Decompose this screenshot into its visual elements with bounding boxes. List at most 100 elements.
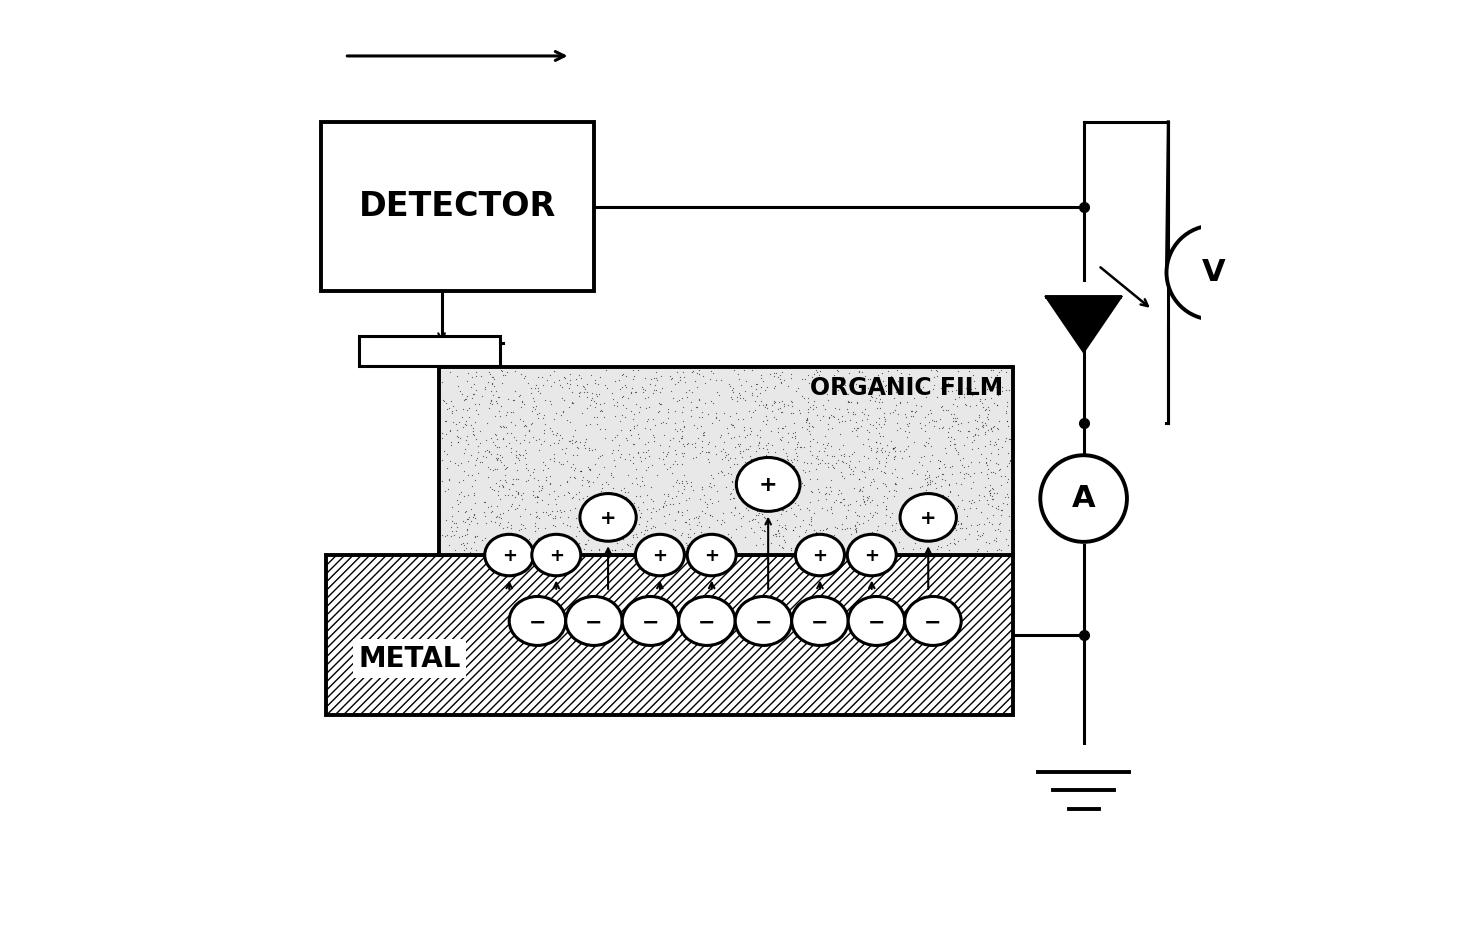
Point <box>814 456 837 471</box>
Point <box>609 483 633 498</box>
Point <box>532 423 555 438</box>
Text: +: + <box>653 547 668 565</box>
Point <box>633 526 656 542</box>
Point <box>577 441 600 456</box>
Point <box>799 433 823 448</box>
Point <box>983 465 1007 480</box>
Point <box>849 497 872 512</box>
Point <box>532 463 555 478</box>
Point <box>430 452 453 467</box>
Point <box>454 391 478 407</box>
Point <box>735 469 758 484</box>
Point <box>463 507 487 522</box>
Point <box>837 503 861 518</box>
Point <box>593 422 617 437</box>
Point <box>548 372 571 388</box>
Point <box>858 505 881 521</box>
Point <box>710 513 733 528</box>
Point <box>687 514 710 529</box>
Point <box>628 509 652 524</box>
Point <box>928 512 951 527</box>
Point <box>995 474 1018 489</box>
Point <box>806 542 830 558</box>
Point <box>545 504 568 519</box>
Point <box>896 429 919 445</box>
Point <box>697 454 720 469</box>
Point <box>820 458 843 473</box>
Point <box>820 502 843 517</box>
Point <box>571 478 595 493</box>
Point <box>593 514 617 529</box>
Point <box>497 525 520 541</box>
Point <box>487 450 510 465</box>
Point <box>605 492 628 507</box>
Point <box>666 504 690 520</box>
Point <box>979 433 1002 448</box>
Point <box>858 461 881 476</box>
Point <box>755 517 779 532</box>
Point <box>852 480 875 495</box>
Point <box>869 420 893 435</box>
Point <box>526 384 549 399</box>
Point <box>707 466 730 481</box>
Point <box>872 406 896 421</box>
Point <box>675 502 698 517</box>
Point <box>875 450 899 465</box>
Point <box>929 411 953 427</box>
Point <box>485 395 508 410</box>
Point <box>555 474 579 489</box>
Point <box>922 414 945 429</box>
Point <box>453 537 476 552</box>
Point <box>665 393 688 408</box>
Point <box>896 416 919 431</box>
Point <box>485 452 508 467</box>
Point <box>671 430 694 446</box>
Point <box>511 413 535 428</box>
Point <box>884 484 907 499</box>
Point <box>447 529 470 544</box>
Point <box>748 485 771 501</box>
Point <box>478 366 501 381</box>
Point <box>542 532 565 547</box>
Point <box>497 391 520 407</box>
Point <box>806 481 830 496</box>
Point <box>611 367 634 382</box>
Point <box>504 384 527 399</box>
Point <box>438 423 462 438</box>
Point <box>478 479 501 494</box>
Point <box>767 525 790 541</box>
Point <box>988 387 1011 402</box>
Point <box>768 404 792 419</box>
Point <box>939 407 963 422</box>
Point <box>636 538 659 553</box>
Point <box>767 499 790 514</box>
Point <box>806 451 830 466</box>
Point <box>837 448 861 464</box>
Point <box>527 380 551 395</box>
Point <box>989 542 1012 558</box>
Point <box>932 517 955 532</box>
Point <box>844 524 868 540</box>
Point <box>948 465 972 480</box>
Point <box>469 424 492 439</box>
Point <box>716 452 739 467</box>
Point <box>757 435 780 450</box>
Point <box>498 435 522 450</box>
Point <box>655 448 678 464</box>
Point <box>551 390 574 406</box>
Point <box>922 527 945 542</box>
Point <box>723 501 747 516</box>
Point <box>793 522 817 538</box>
Point <box>484 509 507 524</box>
Point <box>749 488 773 504</box>
Point <box>974 418 998 433</box>
Point <box>682 373 706 389</box>
Point <box>501 487 524 503</box>
Point <box>776 455 799 470</box>
Point <box>974 454 998 469</box>
Point <box>802 393 825 408</box>
Point <box>676 530 700 545</box>
Point <box>812 538 836 553</box>
Point <box>874 458 897 473</box>
Point <box>913 424 937 439</box>
